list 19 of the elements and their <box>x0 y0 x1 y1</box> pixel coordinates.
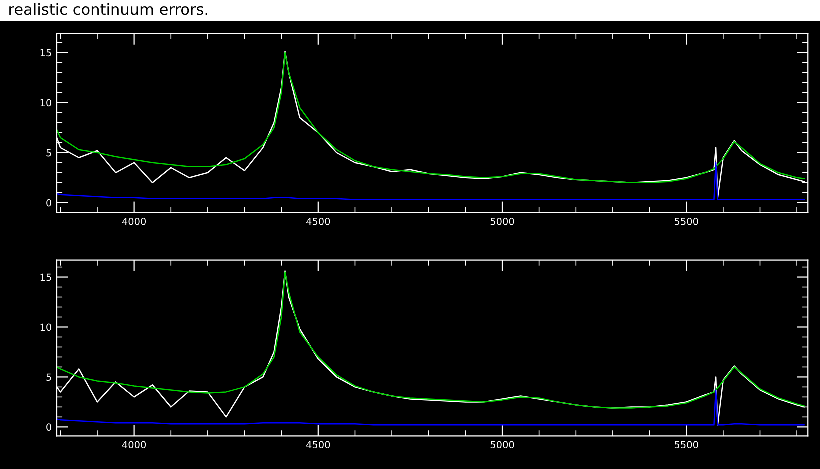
y-tick-label: 5 <box>46 149 52 157</box>
x-tick-label: 5500 <box>674 441 698 449</box>
line-series <box>56 162 806 201</box>
x-tick-label: 5000 <box>490 218 514 226</box>
x-tick-label: 5000 <box>490 441 514 449</box>
y-tick-label: 10 <box>40 324 52 332</box>
y-tick-label: 10 <box>40 99 52 107</box>
x-tick-label: 4000 <box>122 441 146 449</box>
y-tick-label: 0 <box>46 199 52 207</box>
y-tick-label: 0 <box>46 424 52 432</box>
y-tick-label: 15 <box>40 274 52 282</box>
y-tick-label: 5 <box>46 374 52 382</box>
line-series <box>56 390 806 426</box>
y-tick-label: 15 <box>40 49 52 57</box>
x-tick-label: 5500 <box>674 218 698 226</box>
x-tick-label: 4500 <box>306 441 330 449</box>
x-tick-label: 4500 <box>306 218 330 226</box>
text: realistic continuum errors. <box>10 3 208 16</box>
x-tick-label: 4000 <box>122 218 146 226</box>
